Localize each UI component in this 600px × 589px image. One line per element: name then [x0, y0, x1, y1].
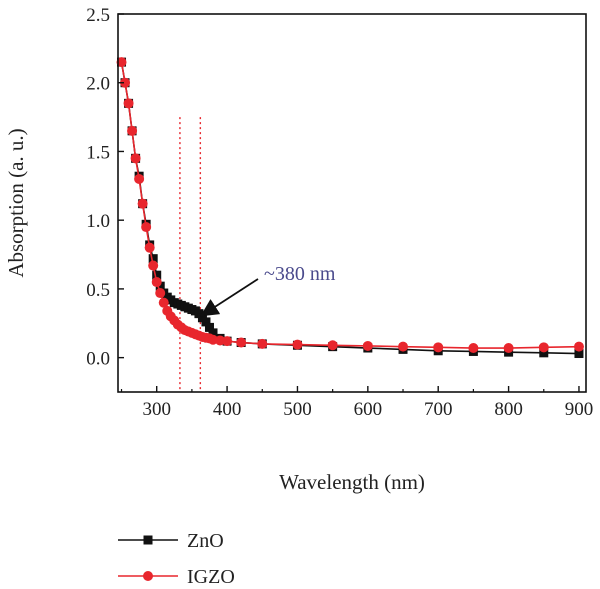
y-tick-label: 2.5 — [86, 5, 110, 26]
x-tick-label: 300 — [142, 399, 171, 420]
legend-marker — [143, 571, 153, 581]
data-point — [398, 341, 409, 352]
annotation-arrow — [200, 278, 259, 317]
data-point — [137, 198, 148, 209]
data-point — [148, 254, 158, 264]
x-tick-label: 400 — [213, 399, 242, 420]
data-point — [144, 242, 155, 253]
data-point — [152, 270, 162, 280]
data-point — [538, 342, 549, 353]
annotation-label: ~380 nm — [264, 263, 336, 285]
y-axis-label: Absorption (a. u.) — [4, 128, 28, 277]
x-axis-label: Wavelength (nm) — [279, 470, 425, 494]
data-point — [503, 343, 514, 354]
legend-label: ZnO — [187, 530, 224, 552]
data-point — [127, 125, 138, 136]
data-point — [116, 57, 127, 68]
data-point — [148, 260, 159, 271]
data-point — [201, 317, 211, 327]
data-point — [155, 281, 165, 291]
data-point — [222, 336, 233, 347]
annotation: ~380 nm — [200, 263, 336, 317]
data-point — [468, 343, 479, 354]
series-zno — [117, 57, 584, 359]
y-tick-label: 2.0 — [86, 74, 110, 95]
y-axis-ticks: 0.0 0.5 1.0 1.5 2.0 2.5 — [86, 5, 124, 370]
data-point — [130, 153, 141, 164]
x-tick-label: 900 — [565, 399, 594, 420]
plot-frame — [117, 13, 587, 393]
data-point — [151, 277, 162, 288]
legend-label: IGZO — [187, 566, 235, 588]
data-point — [123, 98, 134, 109]
data-point — [120, 77, 131, 88]
data-point — [204, 322, 214, 332]
data-point — [573, 341, 584, 352]
data-point — [257, 338, 268, 349]
x-tick-label: 500 — [283, 399, 312, 420]
x-tick-label: 800 — [494, 399, 523, 420]
data-point — [236, 337, 247, 348]
legend: ZnO IGZO — [118, 530, 235, 588]
y-tick-label: 0.0 — [86, 349, 110, 370]
data-point — [433, 342, 444, 353]
x-axis-ticks: 300 400 500 600 700 800 900 — [120, 386, 594, 420]
reference-lines — [179, 117, 202, 392]
data-point — [208, 328, 218, 338]
data-point — [141, 222, 152, 233]
y-tick-label: 0.5 — [86, 280, 110, 301]
data-point — [155, 288, 166, 299]
data-point — [158, 297, 169, 308]
data-point — [327, 340, 338, 351]
x-tick-label: 700 — [424, 399, 453, 420]
legend-marker — [143, 535, 153, 545]
series-igzo — [116, 57, 584, 354]
y-tick-label: 1.5 — [86, 142, 110, 163]
legend-item-igzo: IGZO — [118, 566, 235, 588]
data-point — [292, 339, 303, 350]
y-tick-label: 1.0 — [86, 211, 110, 232]
data-point — [134, 173, 145, 184]
legend-item-zno: ZnO — [118, 530, 224, 552]
data-point — [574, 349, 584, 359]
data-point — [539, 348, 549, 358]
x-tick-label: 600 — [354, 399, 383, 420]
data-point — [362, 340, 373, 351]
